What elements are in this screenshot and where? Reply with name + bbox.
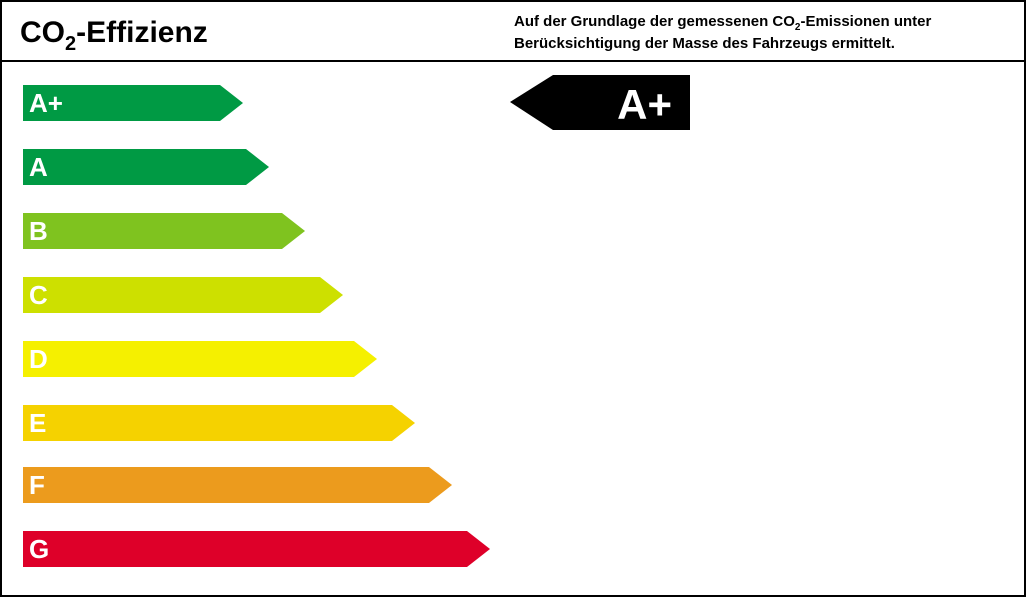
title-rest: -Effizienz [76, 16, 208, 49]
rating-arrow [510, 75, 690, 130]
rating-label: A+ [617, 81, 672, 128]
class-arrow [23, 85, 243, 121]
class-arrow [23, 213, 305, 249]
description-rest: -Emissionen unter [800, 13, 931, 30]
class-label: D [29, 344, 48, 374]
description-sub: 2 [795, 22, 801, 33]
class-arrow [23, 467, 452, 503]
description-line1: Auf der Grundlage der gemessenen CO2-Emi… [514, 13, 931, 33]
class-label: F [29, 470, 45, 500]
class-arrow [23, 405, 415, 441]
title-sub: 2 [65, 33, 76, 55]
class-label: G [29, 534, 49, 564]
class-label: A+ [29, 88, 63, 118]
title: CO2-Effizienz [20, 16, 208, 55]
description-line2: Berücksichtigung der Masse des Fahrzeugs… [514, 35, 895, 52]
class-arrow [23, 277, 343, 313]
rating-indicator: A+ [510, 75, 690, 130]
class-label: E [29, 408, 46, 438]
class-label: C [29, 280, 48, 310]
class-label: B [29, 216, 48, 246]
description-main: Auf der Grundlage der gemessenen CO [514, 13, 795, 30]
class-label: A [29, 152, 48, 182]
class-arrow [23, 341, 377, 377]
class-arrow [23, 531, 490, 567]
class-arrow [23, 149, 269, 185]
class-scale: A+ A B C D E F G [23, 85, 490, 567]
title-main: CO [20, 16, 65, 49]
